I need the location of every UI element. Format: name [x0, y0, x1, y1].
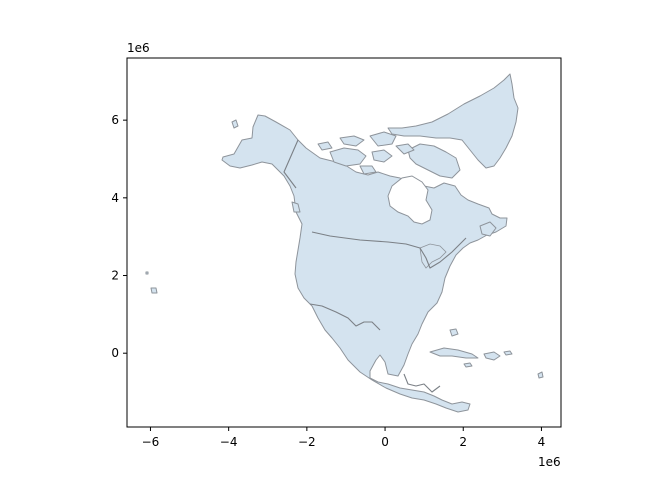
newfoundland [479, 221, 497, 237]
us-canada-border [311, 231, 467, 269]
bahamas [449, 328, 459, 337]
hawaii-small [145, 271, 149, 275]
great-lakes [419, 243, 447, 269]
y-tick-label: 6 [111, 113, 119, 127]
arctic-island-6 [359, 165, 377, 175]
hawaii [150, 287, 158, 294]
arctic-island-1 [339, 135, 365, 147]
axes-frame [126, 57, 562, 428]
alaska-canada-border [283, 139, 299, 189]
puerto-rico [503, 350, 513, 356]
arctic-island-4 [395, 143, 415, 155]
alaska-islands [231, 119, 239, 129]
baffin-island [407, 143, 461, 179]
cuba [429, 347, 479, 359]
x-tick-label: 0 [381, 435, 389, 449]
x-offset-label: 1e6 [538, 455, 561, 469]
land-layer [145, 73, 544, 413]
victoria-island [329, 147, 367, 167]
us-mexico-border [309, 303, 381, 331]
y-tick-label: 4 [111, 191, 119, 205]
vancouver-island [291, 201, 301, 213]
y-tick-label: 0 [111, 346, 119, 360]
x-tick-label: −4 [220, 435, 238, 449]
lesser-antilles [537, 371, 544, 379]
x-tick-label: 4 [538, 435, 546, 449]
x-tick-label: −2 [298, 435, 316, 449]
north-america-mainland [221, 114, 508, 413]
central-america-borders [403, 373, 441, 393]
x-tick-label: 2 [459, 435, 467, 449]
x-axis: −6 −4 −2 0 2 4 [142, 427, 546, 449]
arctic-island-2 [369, 131, 397, 147]
x-tick-label: −6 [142, 435, 160, 449]
y-axis: 0 2 4 6 [111, 113, 127, 360]
jamaica [463, 362, 473, 368]
hudson-bay [387, 175, 433, 225]
y-tick-label: 2 [111, 269, 119, 283]
border-layer [283, 139, 467, 393]
arctic-island-3 [371, 149, 393, 163]
hispaniola [483, 351, 501, 361]
y-offset-label: 1e6 [127, 41, 150, 55]
arctic-island-5 [317, 141, 333, 151]
greenland [387, 73, 519, 169]
